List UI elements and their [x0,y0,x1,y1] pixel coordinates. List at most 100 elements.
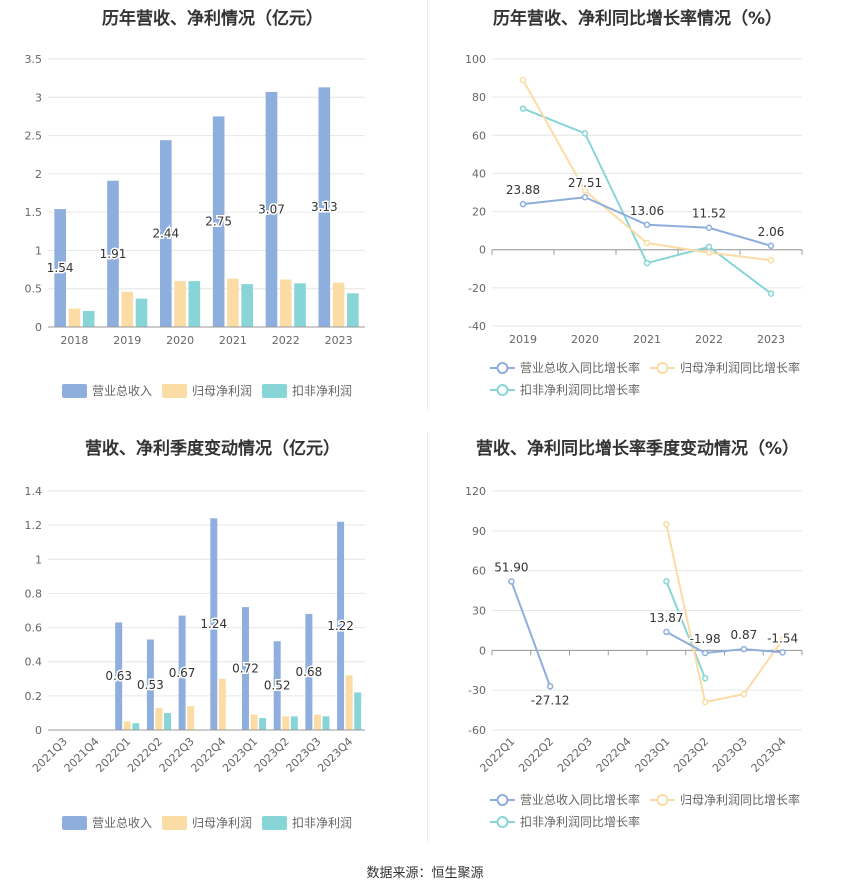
data-label: 51.90 [494,560,528,574]
x-tick-label: 2023Q4 [749,735,789,775]
chart-title: 历年营收、净利同比增长率情况（%） [492,9,783,29]
legend-marker [496,816,509,828]
y-tick-label: -60 [468,724,486,737]
bar [242,607,249,730]
x-tick-label: 2019 [113,334,141,347]
data-label: 1.22 [327,619,354,633]
data-point [643,259,651,267]
bar [294,283,306,327]
bar [54,209,66,327]
y-tick-label: 30 [472,605,486,618]
bar [188,281,201,327]
x-tick-label: 2022Q1 [477,735,517,775]
y-tick-label: 2 [35,168,42,181]
bar [146,639,154,730]
bar [68,308,81,327]
bar [332,282,345,327]
legend-label: 营业总收入 [92,816,152,830]
data-point [508,578,515,585]
data-point [581,130,589,137]
legend-swatch [162,816,187,830]
x-tick-label: 2023 [325,334,353,347]
data-point [779,649,786,656]
bar [322,716,330,730]
y-tick-label: 60 [472,129,486,142]
y-tick-label: 0 [35,724,42,737]
bar [218,678,226,730]
data-point [581,187,589,194]
data-point [767,256,775,264]
series-line [510,581,552,687]
data-point [740,690,748,698]
data-point [740,645,748,653]
legend-swatch [62,816,87,830]
legend-label: 扣非净利润同比增长率 [520,814,640,829]
bar [174,281,186,327]
data-point [705,243,713,251]
y-tick-label: 0 [479,644,486,657]
y-tick-label: 20 [472,206,486,219]
bar [345,675,353,730]
data-point [767,290,775,297]
x-tick-label: 2020 [166,334,194,347]
legend-marker [496,362,509,374]
bar [155,707,163,730]
data-point [705,249,713,256]
legend-label: 营业总收入同比增长率 [520,360,640,375]
legend-label: 营业总收入同比增长率 [520,792,640,807]
bar [273,641,281,730]
y-tick-label: 1.5 [25,206,43,219]
series-line [522,79,772,262]
data-label: 11.52 [692,207,726,221]
x-tick-label: 2020 [571,333,599,346]
bar [212,116,225,327]
x-tick-label: 2023Q2 [671,735,711,775]
y-tick-label: 0 [479,244,486,257]
bar [265,91,278,327]
x-tick-label: 2023Q4 [315,735,355,775]
data-point [519,200,527,208]
bar [282,716,290,730]
y-tick-label: 2.5 [25,130,43,143]
legend-label: 扣非净利润 [292,384,352,398]
y-tick-label: 1 [35,244,42,257]
panel-divider [427,432,428,842]
legend-marker [496,384,509,396]
bar [305,613,313,730]
series-line [665,580,707,679]
bar [313,714,321,730]
legend-label: 归母净利润同比增长率 [680,792,800,807]
y-tick-label: 0.2 [25,690,43,703]
legend-label: 归母净利润同比增长率 [680,360,800,375]
data-point [663,520,670,528]
bar [187,706,195,730]
data-label: 13.06 [630,204,664,218]
x-tick-label: 2021 [633,333,661,346]
y-tick-label: 100 [465,53,486,66]
x-tick-label: 2022Q2 [516,735,556,775]
data-point [663,578,670,585]
chart-title: 营收、净利同比增长率季度变动情况（%） [475,439,800,459]
x-tick-label: 2022 [695,333,723,346]
annual-bar-panel: 历年营收、净利情况（亿元） 0 0.5 1 1.5 2 2.5 3 3.5 1.54 1.91 2.… [0,0,425,415]
bar [250,714,258,730]
legend-swatch [162,384,187,398]
bar [123,721,131,730]
data-label: 27.51 [568,176,602,190]
legend-label: 营业总收入 [92,384,152,398]
x-tick-label: 2023Q1 [632,735,672,775]
annual-line-panel: 历年营收、净利同比增长率情况（%） -40 -20 0 20 40 60 80 100 23.8… [425,0,850,415]
data-label: 3.07 [258,202,285,216]
bar [227,278,239,327]
y-tick-label: 40 [472,167,486,180]
y-tick-label: 0 [35,321,42,334]
x-tick-label: 2019 [509,333,537,346]
bar [164,712,171,730]
data-label: -27.12 [531,693,570,707]
y-tick-label: 1 [35,553,42,566]
legend-label: 扣非净利润同比增长率 [520,382,640,397]
legend-label: 归母净利润 [192,816,252,830]
data-label: 1.24 [200,617,227,631]
bar [82,310,95,327]
data-point [705,224,713,231]
